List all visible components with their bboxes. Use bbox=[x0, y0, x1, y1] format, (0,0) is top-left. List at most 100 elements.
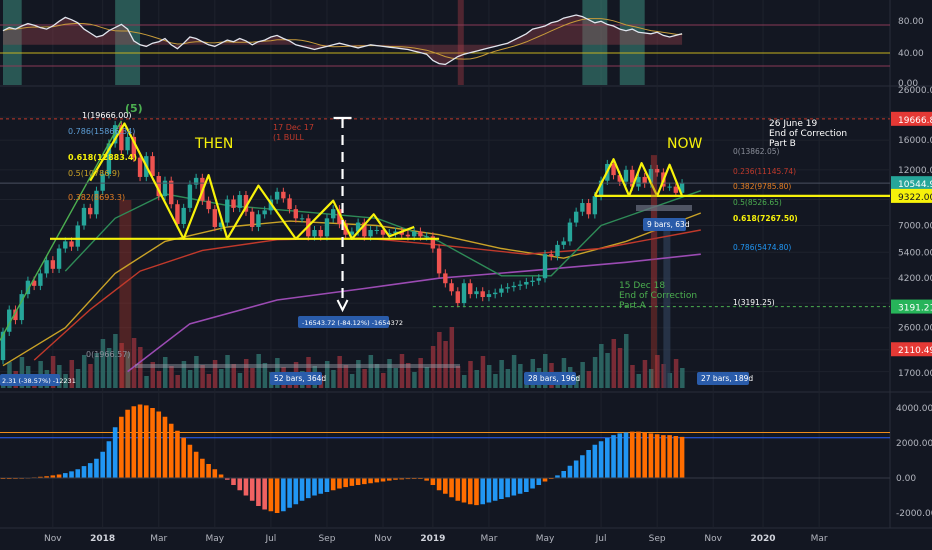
time-axis-label: 2018 bbox=[90, 534, 115, 544]
candle-body bbox=[299, 218, 305, 220]
time-axis-label: May bbox=[536, 534, 555, 544]
volume-bar bbox=[518, 364, 523, 388]
zigzag-then bbox=[89, 122, 415, 240]
macd-hist-bar bbox=[374, 478, 380, 483]
candle-body bbox=[119, 125, 124, 151]
macd-hist-bar bbox=[256, 478, 261, 506]
price-axis-badge bbox=[891, 188, 932, 203]
volume-bar bbox=[94, 353, 99, 388]
macd-hist-bar bbox=[355, 478, 361, 485]
price-axis-badge-label: 19666.84 bbox=[898, 116, 932, 126]
macd-hist-bar bbox=[605, 437, 610, 478]
impulse-trendline bbox=[0, 120, 122, 341]
label-note-bottom: 15 Dec 18 bbox=[619, 281, 665, 291]
volume-bar bbox=[580, 362, 585, 388]
macd-hist-bar bbox=[212, 469, 218, 478]
volume-bar bbox=[225, 355, 230, 388]
label-fib-left: 0.786(15866.34) bbox=[68, 127, 135, 136]
candle-body bbox=[567, 222, 573, 242]
candle-body bbox=[355, 222, 361, 232]
candle-body bbox=[281, 191, 286, 199]
label-fib-right: 0.5(8526.65) bbox=[733, 198, 782, 207]
candle-body bbox=[505, 287, 510, 289]
macd-hist-bar bbox=[81, 466, 87, 478]
volume-bar bbox=[455, 366, 461, 388]
macd-hist-bar bbox=[268, 478, 274, 512]
macd-axis-label: 4000.00 bbox=[896, 404, 932, 414]
macd-hist-bar bbox=[654, 434, 660, 478]
candle-body bbox=[679, 183, 685, 193]
macd-hist-bar bbox=[667, 435, 672, 478]
rsi-signal-line bbox=[2, 18, 683, 60]
candle-body bbox=[549, 254, 554, 257]
macd-hist-bar bbox=[281, 478, 286, 512]
candle-body bbox=[274, 191, 280, 200]
candle-body bbox=[330, 209, 336, 219]
volume-bar bbox=[181, 361, 187, 388]
macd-hist-bar bbox=[673, 436, 679, 478]
macd-hist-bar bbox=[237, 478, 243, 491]
range-badge-label: 52 bars, 364d bbox=[274, 374, 326, 383]
ma-purple bbox=[127, 253, 701, 373]
volume-bar bbox=[474, 370, 479, 388]
volume-bar bbox=[499, 360, 504, 388]
volume-bar bbox=[630, 365, 635, 388]
measure-badge bbox=[298, 316, 389, 328]
candle-body bbox=[162, 180, 168, 197]
macd-hist-bar bbox=[368, 478, 373, 484]
candle-body bbox=[443, 273, 448, 284]
macd-hist-bar bbox=[362, 478, 367, 485]
candle-body bbox=[250, 211, 255, 227]
macd-hist-bar bbox=[555, 475, 560, 478]
candle-body bbox=[106, 143, 112, 175]
price-axis-badge-label: 2110.49 bbox=[898, 346, 932, 356]
candle-body bbox=[231, 199, 236, 208]
volume-bar bbox=[162, 357, 168, 388]
macd-hist-bar bbox=[50, 475, 56, 478]
volume-bar bbox=[673, 359, 679, 388]
candle-body bbox=[287, 198, 292, 210]
range-badge-label: 27 bars, 189d bbox=[701, 374, 753, 383]
candle-body bbox=[50, 260, 56, 269]
macd-hist-bar bbox=[63, 473, 68, 478]
time-axis-label: Sep bbox=[649, 534, 666, 544]
macd-pane bbox=[0, 404, 890, 513]
volume-bar bbox=[437, 332, 442, 388]
candle-body bbox=[362, 222, 367, 237]
price-axis-label: 1700.00 bbox=[898, 369, 932, 379]
rsi-highlight-zone bbox=[582, 0, 608, 85]
macd-hist-bar bbox=[598, 441, 604, 478]
volume-bar bbox=[331, 370, 336, 388]
candle-body bbox=[436, 248, 442, 274]
macd-hist-bar bbox=[287, 478, 292, 508]
candle-body bbox=[368, 229, 373, 237]
candle-body bbox=[63, 241, 68, 249]
candle-body bbox=[256, 214, 261, 227]
candle-body bbox=[455, 291, 460, 304]
macd-hist-bar bbox=[293, 478, 299, 505]
candle-body bbox=[69, 241, 74, 247]
candle-body bbox=[468, 283, 473, 295]
macd-hist-bar bbox=[168, 423, 174, 478]
zigzag-now bbox=[593, 158, 684, 197]
candle-body bbox=[175, 204, 180, 225]
volume-bar bbox=[63, 374, 68, 388]
label-note-bottom: End of Correction bbox=[619, 291, 697, 301]
candle-body bbox=[630, 169, 635, 187]
macd-hist-bar bbox=[162, 416, 168, 478]
volume-bar bbox=[443, 341, 448, 388]
macd-axis-label: 0.00 bbox=[896, 474, 916, 484]
volume-bar bbox=[642, 360, 648, 388]
macd-hist-bar bbox=[156, 411, 162, 478]
volume-bar bbox=[393, 368, 398, 388]
volume-bar bbox=[75, 369, 81, 388]
volume-bar bbox=[194, 356, 199, 388]
macd-hist-bar bbox=[499, 478, 504, 499]
macd-hist-bar bbox=[231, 478, 236, 485]
candle-body bbox=[636, 176, 641, 187]
candle-body bbox=[536, 278, 541, 281]
candle-body bbox=[112, 125, 118, 144]
candle-body bbox=[654, 168, 660, 173]
macd-hist-bar bbox=[542, 478, 548, 482]
